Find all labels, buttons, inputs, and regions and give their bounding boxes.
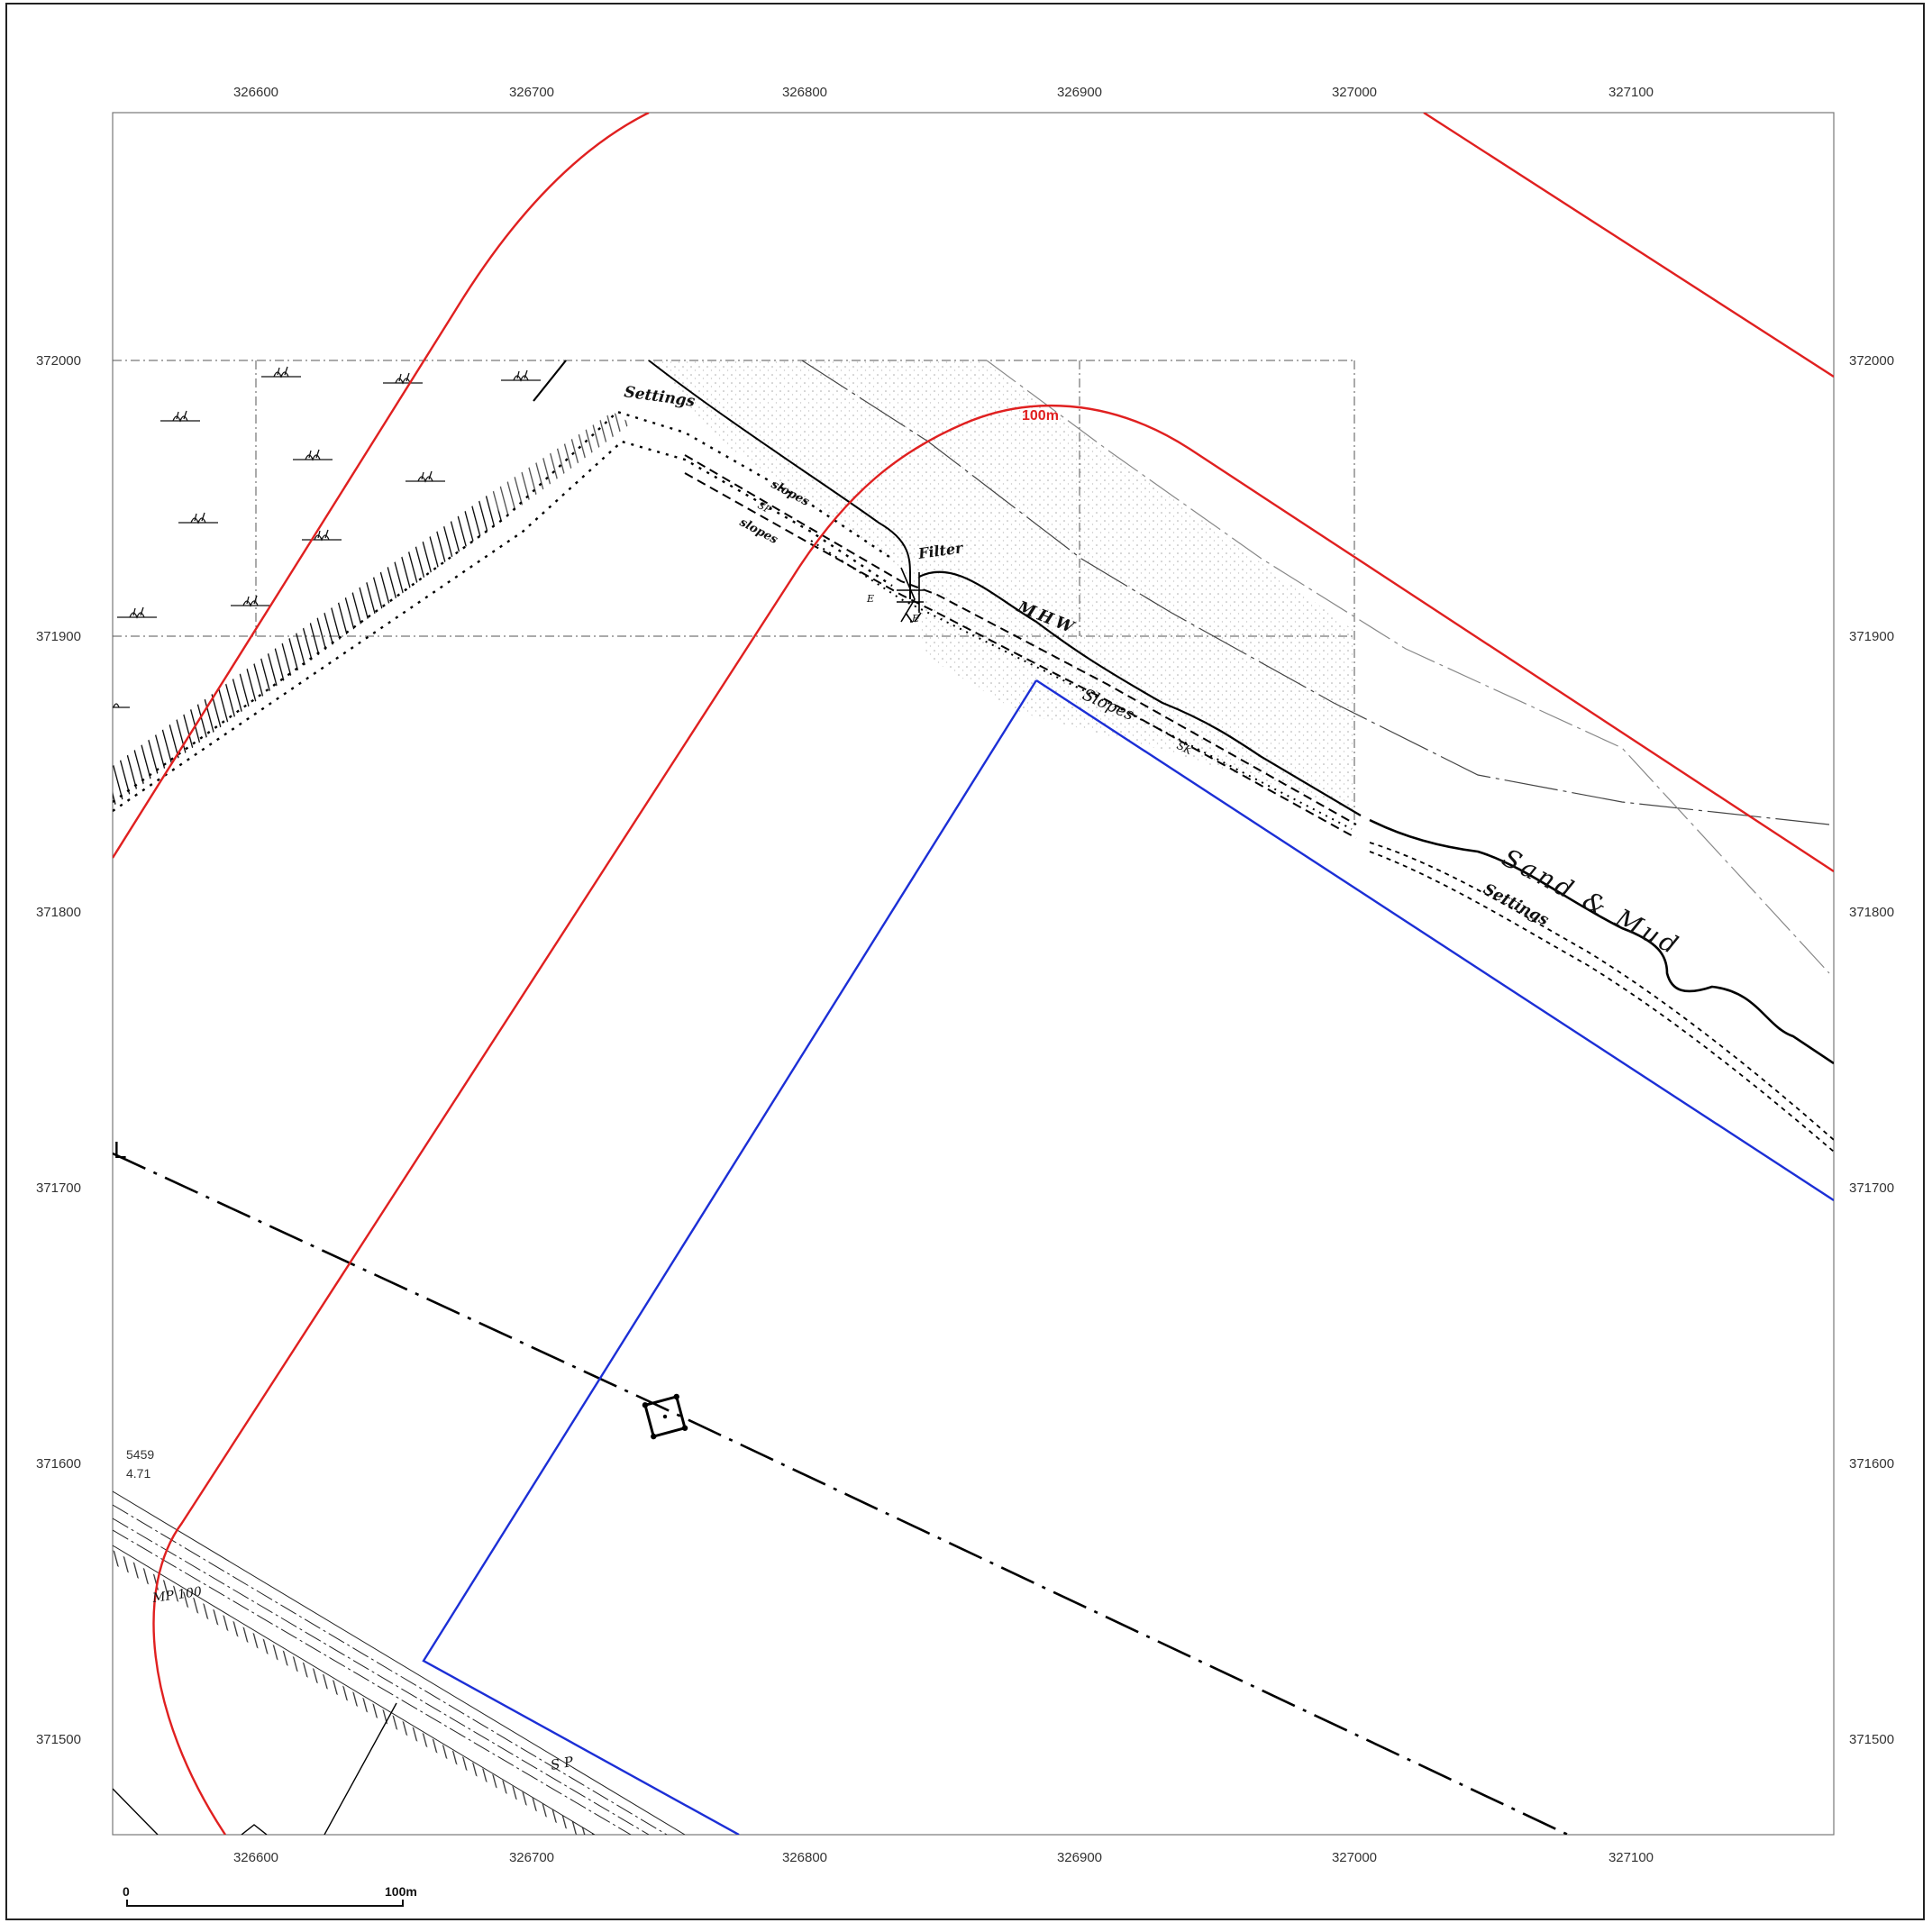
x-tick-bottom: 326900 xyxy=(1057,1850,1102,1865)
buffer-100m xyxy=(113,113,1834,1835)
field-boundary-stub xyxy=(533,360,567,402)
x-tick-bottom: 326800 xyxy=(782,1850,827,1865)
slope-lines-lower xyxy=(1369,842,1834,1153)
x-axis-top: 326600 326700 326800 326900 327000 32710… xyxy=(233,85,1654,100)
site-boundary xyxy=(422,679,1834,1835)
power-line-marker: L xyxy=(114,1136,126,1163)
label-e-right: E xyxy=(911,613,919,624)
y-tick-right: 371800 xyxy=(1849,905,1894,920)
y-tick-right: 371700 xyxy=(1849,1180,1894,1196)
y-tick-right: 371500 xyxy=(1849,1732,1894,1747)
y-tick-right: 372000 xyxy=(1849,353,1894,369)
y-axis-right: 372000 371900 371800 371700 371600 37150… xyxy=(1849,353,1894,1747)
x-axis-bottom: 326600 326700 326800 326900 327000 32710… xyxy=(233,1850,1654,1865)
label-benchmark-1: 5459 xyxy=(126,1447,154,1462)
x-tick-top: 327000 xyxy=(1332,85,1377,100)
foreshore-stipple xyxy=(649,360,1354,811)
x-tick-bottom: 327100 xyxy=(1608,1850,1654,1865)
faint-channel-lines xyxy=(801,360,1830,974)
label-slopes-2: slopes xyxy=(737,515,780,547)
scale-bar-end: 100m xyxy=(385,1884,417,1899)
y-tick-left: 372000 xyxy=(36,353,81,369)
label-benchmark-2: 4.71 xyxy=(126,1466,150,1481)
x-tick-top: 326600 xyxy=(233,85,278,100)
pylon-symbol xyxy=(642,1393,688,1440)
label-sp-1: SP xyxy=(756,499,774,516)
road-lower-left xyxy=(113,1490,686,1835)
x-tick-top: 326900 xyxy=(1057,85,1102,100)
field-lines-lower-left xyxy=(113,1702,397,1835)
y-tick-left: 371600 xyxy=(36,1456,81,1472)
x-tick-bottom: 326700 xyxy=(509,1850,554,1865)
marsh-symbols xyxy=(113,366,541,708)
power-line xyxy=(113,1152,1569,1835)
x-tick-top: 326800 xyxy=(782,85,827,100)
y-tick-left: 371500 xyxy=(36,1732,81,1747)
embankment-hachures xyxy=(113,496,505,807)
y-tick-right: 371600 xyxy=(1849,1456,1894,1472)
mean-high-water-line xyxy=(918,570,1362,816)
y-tick-right: 371900 xyxy=(1849,629,1894,644)
label-sp-2: S P xyxy=(550,1754,576,1773)
y-tick-left: 371800 xyxy=(36,905,81,920)
embankment-hachures-upper xyxy=(487,412,631,518)
y-tick-left: 371900 xyxy=(36,629,81,644)
y-tick-left: 371700 xyxy=(36,1180,81,1196)
y-axis-left: 372000 371900 371800 371700 371600 37150… xyxy=(36,353,81,1747)
scale-bar: 0 100m xyxy=(123,1884,417,1907)
scale-bar-start: 0 xyxy=(123,1884,130,1899)
buffer-label: 100m xyxy=(1022,408,1059,424)
embankment-edges xyxy=(113,410,893,812)
x-tick-bottom: 327000 xyxy=(1332,1850,1377,1865)
x-tick-top: 327100 xyxy=(1608,85,1654,100)
x-tick-bottom: 326600 xyxy=(233,1850,278,1865)
slope-lines xyxy=(684,454,1357,839)
label-e-left: E xyxy=(866,593,874,605)
coastline-lower xyxy=(1369,818,1834,1065)
x-tick-top: 326700 xyxy=(509,85,554,100)
outfall xyxy=(897,567,924,623)
label-mp: MP 100 xyxy=(150,1584,203,1606)
road-hachures xyxy=(113,1550,595,1835)
map-frame xyxy=(112,112,1835,1836)
map-sheet xyxy=(5,3,1925,1920)
